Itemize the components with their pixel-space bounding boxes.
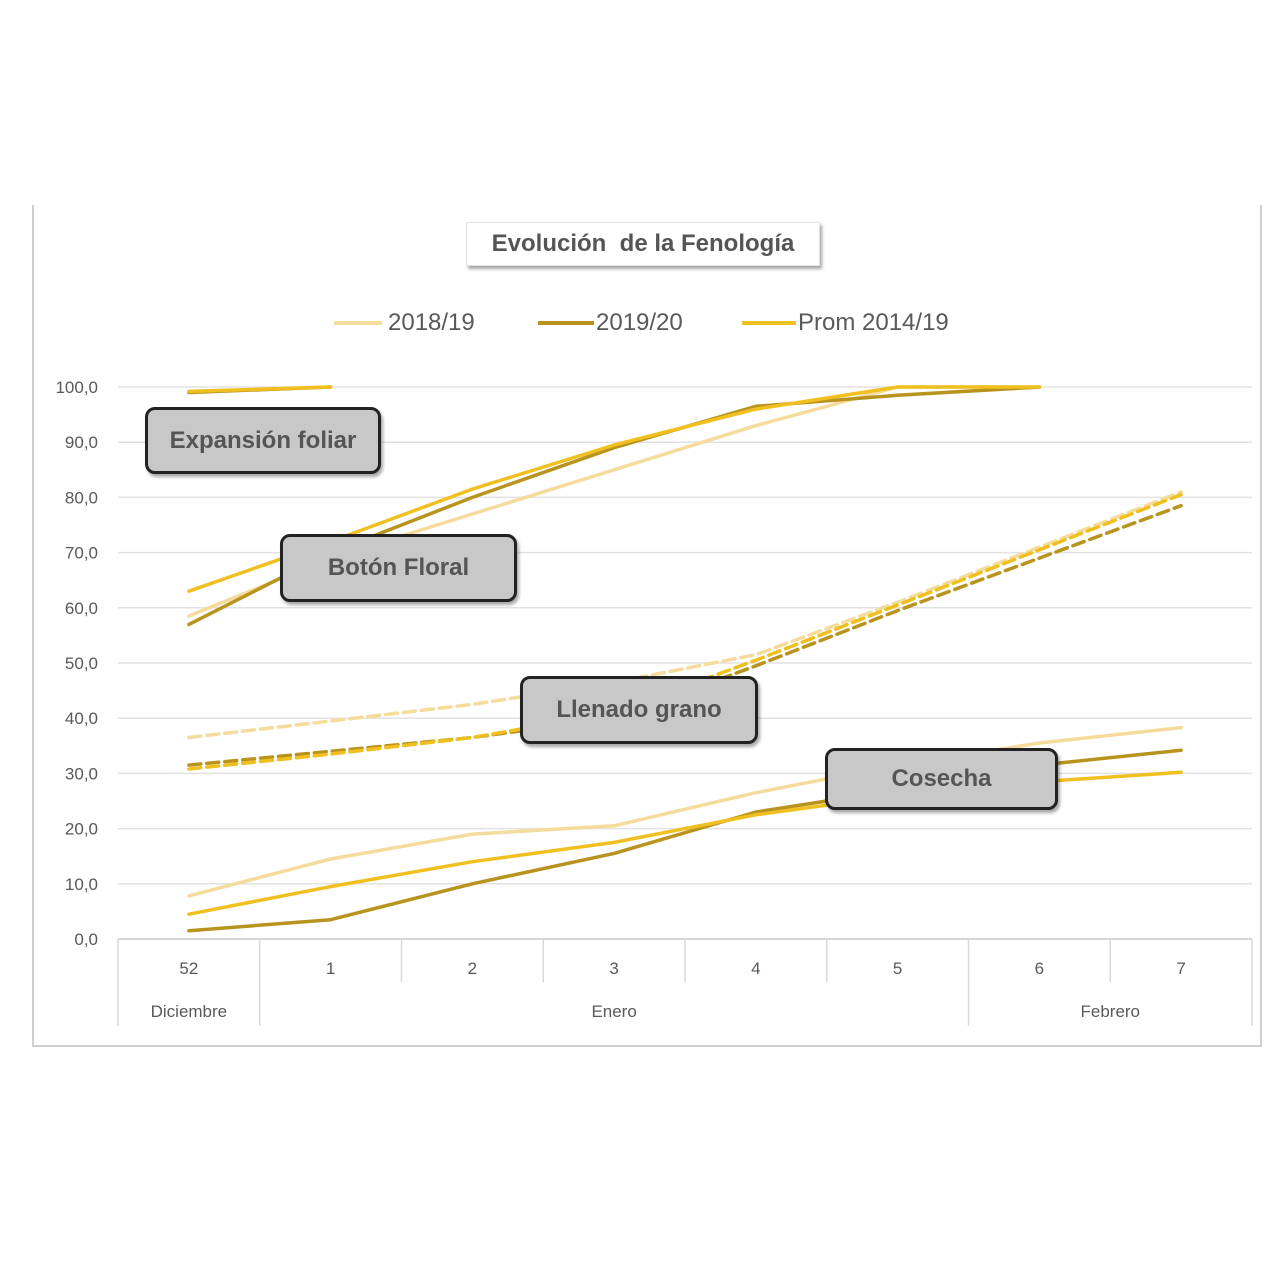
chart-title: Evolución de la Fenología — [466, 222, 820, 266]
legend-swatch-2019-20 — [538, 321, 594, 325]
legend-swatch-2018-19 — [334, 321, 382, 325]
series-line-llenado-grano-2018-19 — [187, 490, 1183, 740]
x-tick-label: 3 — [609, 959, 618, 978]
chart-frame — [32, 205, 1262, 1047]
legend-item-2018-19: 2018/19 — [334, 308, 475, 338]
series-line-expansi-n-foliar-prom-2014-19 — [187, 385, 333, 394]
y-tick-label: 0,0 — [74, 930, 98, 949]
x-tick-label: 6 — [1035, 959, 1044, 978]
y-tick-label: 10,0 — [65, 875, 98, 894]
y-tick-label: 60,0 — [65, 599, 98, 618]
x-group-label: Enero — [591, 1002, 636, 1021]
x-group-label: Diciembre — [151, 1002, 228, 1021]
annotation-boton-floral: Botón Floral — [280, 534, 517, 602]
x-tick-label: 5 — [893, 959, 902, 978]
x-tick-label: 4 — [751, 959, 760, 978]
y-tick-label: 40,0 — [65, 709, 98, 728]
y-tick-label: 70,0 — [65, 544, 98, 563]
y-tick-label: 30,0 — [65, 764, 98, 783]
x-tick-label: 52 — [179, 959, 198, 978]
x-tick-label: 2 — [468, 959, 477, 978]
annotation-llenado-grano: Llenado grano — [520, 676, 758, 744]
x-group-label: Febrero — [1080, 1002, 1140, 1021]
series-line-cosecha-2018-19 — [187, 725, 1183, 898]
legend-swatch-prom-2014-19 — [742, 321, 796, 325]
y-tick-label: 100,0 — [55, 378, 98, 397]
y-tick-label: 50,0 — [65, 654, 98, 673]
legend-label: 2018/19 — [388, 309, 475, 336]
y-tick-label: 90,0 — [65, 433, 98, 452]
x-tick-label: 1 — [326, 959, 335, 978]
legend-label: 2019/20 — [596, 309, 683, 336]
annotation-expansion-foliar: Expansión foliar — [145, 407, 381, 474]
x-tick-label: 7 — [1176, 959, 1185, 978]
y-tick-label: 80,0 — [65, 488, 98, 507]
legend-label: Prom 2014/19 — [798, 309, 949, 336]
y-tick-label: 20,0 — [65, 820, 98, 839]
legend-item-prom-2014-19: Prom 2014/19 — [742, 308, 949, 338]
legend-item-2019-20: 2019/20 — [538, 308, 683, 338]
annotation-cosecha: Cosecha — [825, 748, 1058, 810]
